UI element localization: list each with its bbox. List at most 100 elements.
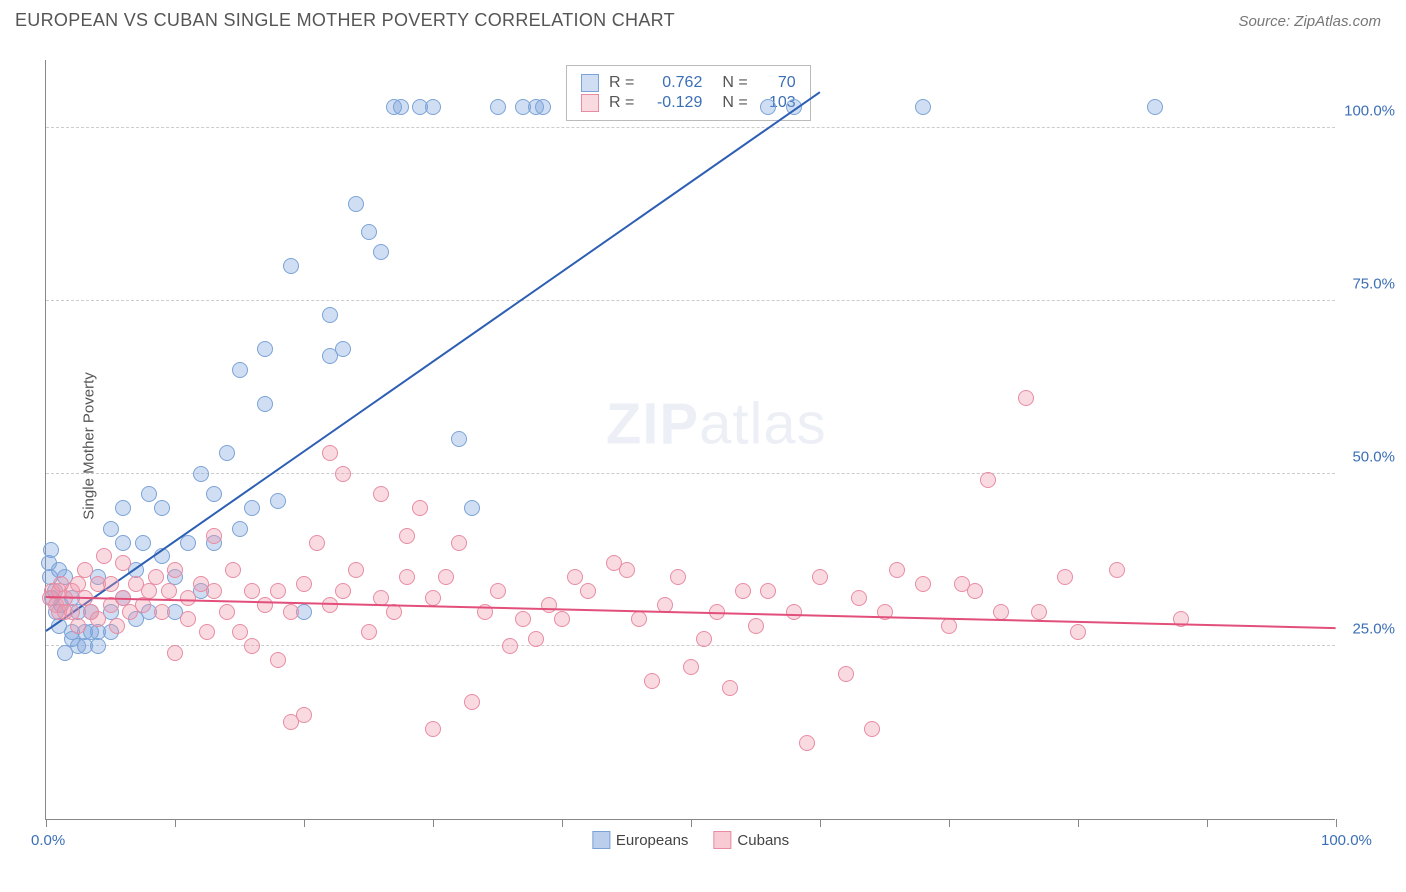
data-point <box>135 535 151 551</box>
data-point <box>812 569 828 585</box>
data-point <box>464 694 480 710</box>
data-point <box>109 618 125 634</box>
data-point <box>1031 604 1047 620</box>
legend-stats-row: R =0.762N =70 <box>581 74 796 92</box>
data-point <box>361 624 377 640</box>
data-point <box>1018 390 1034 406</box>
stat-r-label: R = <box>609 74 634 92</box>
data-point <box>941 618 957 634</box>
data-point <box>760 583 776 599</box>
data-point <box>115 500 131 516</box>
y-tick-label: 50.0% <box>1352 448 1395 465</box>
data-point <box>490 99 506 115</box>
data-point <box>528 631 544 647</box>
data-point <box>619 562 635 578</box>
data-point <box>335 341 351 357</box>
data-point <box>373 486 389 502</box>
data-point <box>335 466 351 482</box>
data-point <box>567 569 583 585</box>
data-point <box>683 659 699 675</box>
stat-r-label: R = <box>609 94 634 112</box>
data-point <box>993 604 1009 620</box>
data-point <box>786 604 802 620</box>
data-point <box>296 576 312 592</box>
data-point <box>296 707 312 723</box>
data-point <box>103 576 119 592</box>
data-point <box>735 583 751 599</box>
stat-n-label: N = <box>722 74 747 92</box>
data-point <box>257 396 273 412</box>
data-point <box>722 680 738 696</box>
stat-n-value: 70 <box>758 74 796 92</box>
series-legend: Europeans Cubans <box>592 831 789 849</box>
chart-header: EUROPEAN VS CUBAN SINGLE MOTHER POVERTY … <box>0 0 1406 31</box>
y-tick-label: 25.0% <box>1352 621 1395 638</box>
data-point <box>748 618 764 634</box>
data-point <box>206 528 222 544</box>
data-point <box>399 569 415 585</box>
data-point <box>115 535 131 551</box>
data-point <box>451 431 467 447</box>
gridline <box>46 127 1335 128</box>
data-point <box>515 611 531 627</box>
data-point <box>490 583 506 599</box>
stat-n-label: N = <box>722 94 747 112</box>
data-point <box>335 583 351 599</box>
data-point <box>148 569 164 585</box>
x-tick <box>1207 819 1208 827</box>
legend-label: Cubans <box>737 832 789 849</box>
x-tick <box>175 819 176 827</box>
data-point <box>535 99 551 115</box>
data-point <box>90 611 106 627</box>
y-tick-label: 75.0% <box>1352 275 1395 292</box>
data-point <box>96 548 112 564</box>
watermark: ZIPatlas <box>606 391 827 458</box>
legend-label: Europeans <box>616 832 689 849</box>
data-point <box>103 521 119 537</box>
x-tick-label: 0.0% <box>31 832 65 849</box>
data-point <box>348 196 364 212</box>
chart-source: Source: ZipAtlas.com <box>1238 13 1381 30</box>
data-point <box>70 618 86 634</box>
x-tick <box>1078 819 1079 827</box>
data-point <box>270 583 286 599</box>
data-point <box>425 721 441 737</box>
data-point <box>244 583 260 599</box>
data-point <box>77 562 93 578</box>
data-point <box>219 604 235 620</box>
data-point <box>225 562 241 578</box>
legend-swatch <box>713 831 731 849</box>
y-tick-label: 100.0% <box>1344 103 1395 120</box>
scatter-plot-area: ZIPatlas R =0.762N =70R =-0.129N =103 Eu… <box>45 60 1335 820</box>
x-tick <box>46 819 47 827</box>
data-point <box>322 445 338 461</box>
data-point <box>283 604 299 620</box>
data-point <box>43 542 59 558</box>
gridline <box>46 300 1335 301</box>
data-point <box>967 583 983 599</box>
data-point <box>502 638 518 654</box>
gridline <box>46 645 1335 646</box>
data-point <box>696 631 712 647</box>
data-point <box>232 521 248 537</box>
legend-swatch <box>581 94 599 112</box>
data-point <box>167 645 183 661</box>
data-point <box>180 611 196 627</box>
data-point <box>631 611 647 627</box>
data-point <box>257 341 273 357</box>
data-point <box>193 466 209 482</box>
data-point <box>348 562 364 578</box>
data-point <box>644 673 660 689</box>
data-point <box>580 583 596 599</box>
legend-item: Cubans <box>713 831 789 849</box>
data-point <box>283 258 299 274</box>
data-point <box>309 535 325 551</box>
data-point <box>244 500 260 516</box>
chart-title: EUROPEAN VS CUBAN SINGLE MOTHER POVERTY … <box>15 10 675 31</box>
data-point <box>1057 569 1073 585</box>
data-point <box>161 583 177 599</box>
data-point <box>451 535 467 551</box>
legend-item: Europeans <box>592 831 689 849</box>
trend-line <box>45 92 820 633</box>
data-point <box>270 493 286 509</box>
